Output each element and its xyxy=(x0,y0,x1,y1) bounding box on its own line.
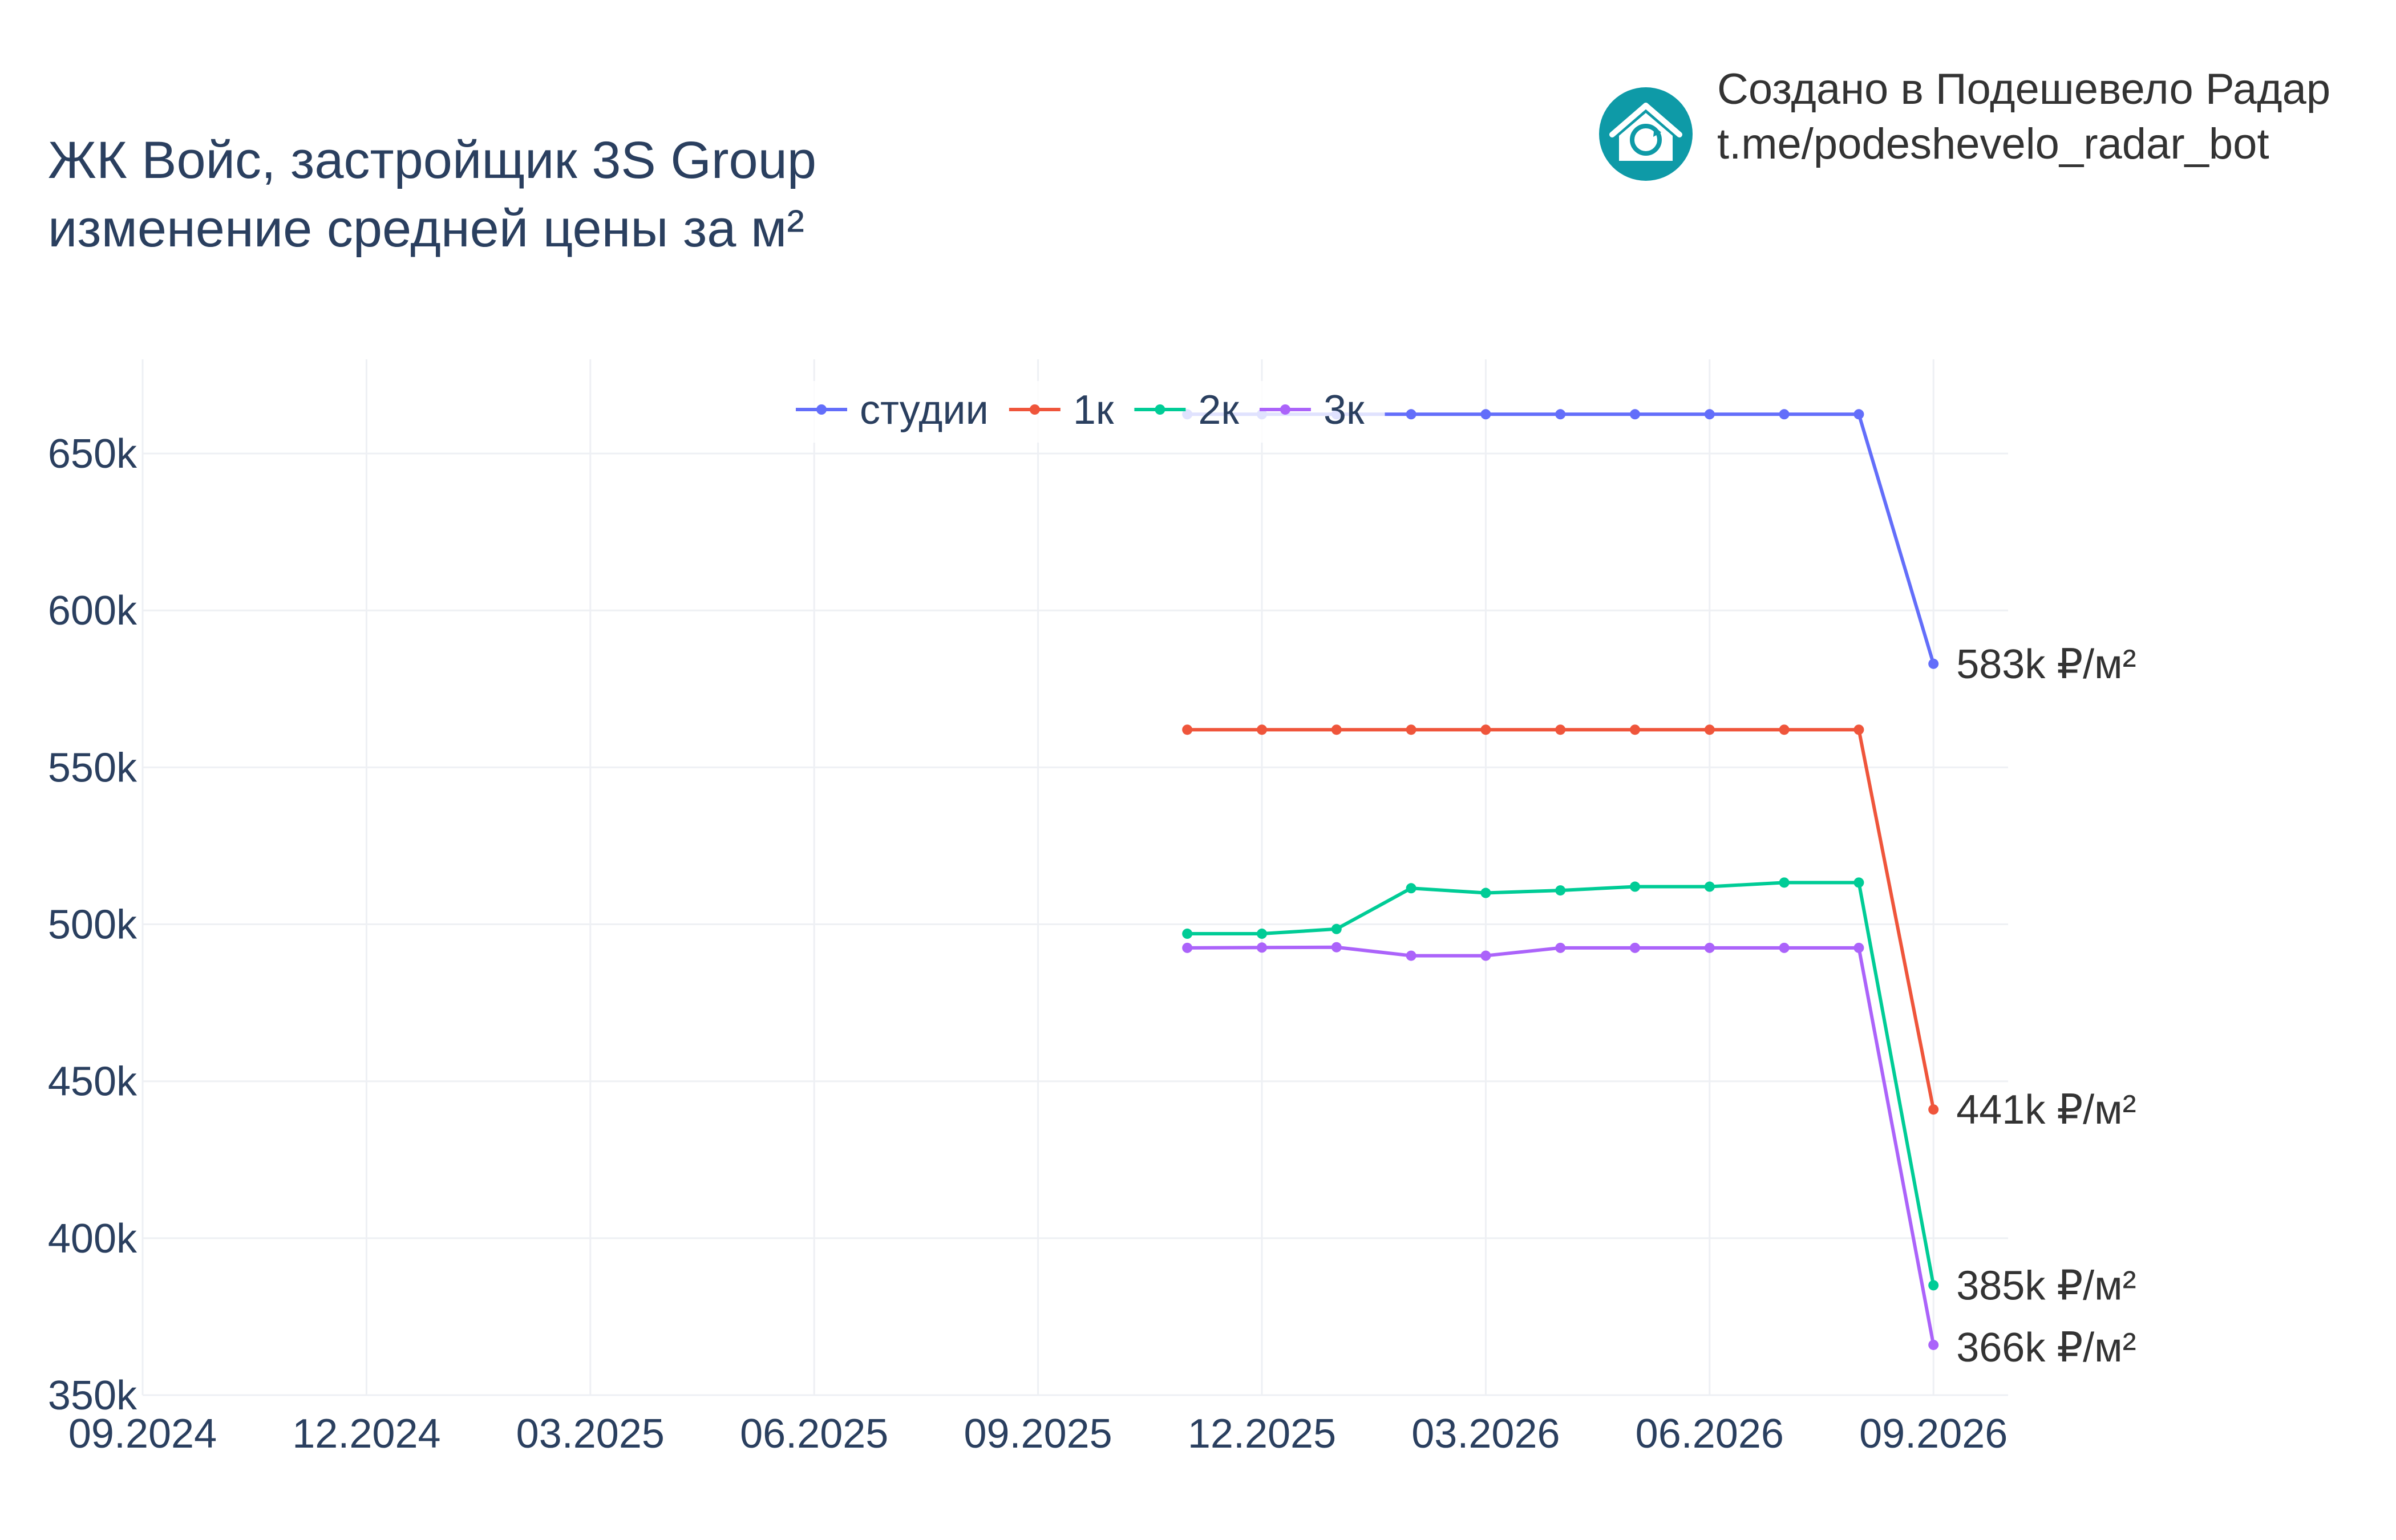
y-tick-label: 500k xyxy=(48,902,137,948)
data-point xyxy=(1555,724,1566,735)
x-tick-label: 06.2026 xyxy=(1636,1411,1784,1457)
x-tick-label: 12.2025 xyxy=(1188,1411,1336,1457)
legend-label: 2к xyxy=(1198,387,1239,433)
x-tick-label: 06.2025 xyxy=(740,1411,888,1457)
legend-marker xyxy=(816,404,827,415)
y-tick-label: 400k xyxy=(48,1216,137,1262)
data-point xyxy=(1704,881,1715,892)
data-point xyxy=(1257,724,1267,735)
data-point xyxy=(1480,887,1491,898)
x-tick-label: 03.2026 xyxy=(1411,1411,1560,1457)
x-tick-label: 12.2024 xyxy=(292,1411,440,1457)
brand-link[interactable]: t.me/podeshevelo_radar_bot xyxy=(1717,120,2269,168)
data-point xyxy=(1928,1339,1939,1350)
series-2 xyxy=(1182,877,1939,1291)
x-tick-label: 09.2026 xyxy=(1859,1411,2008,1457)
brand-block[interactable]: Создано в Подешевело Радар t.me/podeshev… xyxy=(1599,65,2330,181)
x-tick-label: 03.2025 xyxy=(516,1411,665,1457)
data-point xyxy=(1853,877,1864,888)
end-value-label: 583k ₽/м² xyxy=(1956,642,2136,687)
series-0 xyxy=(1182,409,1939,669)
data-point xyxy=(1630,724,1640,735)
data-point xyxy=(1480,950,1491,961)
series-1 xyxy=(1182,724,1939,1115)
chart-title-line2: изменение средней цены за м² xyxy=(48,200,804,258)
legend-label: студии xyxy=(860,387,989,433)
data-point xyxy=(1853,724,1864,735)
data-point xyxy=(1182,929,1193,939)
series-line xyxy=(1187,728,1936,1110)
x-axis-ticks: 09.2024 12.2024 03.2025 06.2025 09.2025 12.20… xyxy=(68,1411,2008,1457)
data-point xyxy=(1704,942,1715,953)
data-point xyxy=(1630,881,1640,892)
data-point xyxy=(1928,1104,1939,1115)
data-point xyxy=(1853,942,1864,953)
legend-item-3[interactable]: 3к xyxy=(1259,387,1365,433)
chart-title-line1: ЖК Войс, застройщик 3S Group xyxy=(48,131,816,189)
data-point xyxy=(1853,409,1864,420)
y-tick-label: 450k xyxy=(48,1059,137,1105)
legend-marker xyxy=(1155,404,1165,415)
data-point xyxy=(1555,942,1566,953)
data-point xyxy=(1704,409,1715,420)
data-point xyxy=(1779,724,1790,735)
legend-label: 3к xyxy=(1324,387,1365,433)
data-point xyxy=(1555,409,1566,420)
data-point xyxy=(1630,942,1640,953)
data-point xyxy=(1555,885,1566,896)
data-point xyxy=(1406,409,1416,420)
series-line xyxy=(1187,945,1936,1346)
data-point xyxy=(1928,1280,1939,1291)
data-point xyxy=(1480,409,1491,420)
data-point xyxy=(1331,942,1342,953)
legend-item-1[interactable]: 1к xyxy=(1009,387,1114,433)
data-point xyxy=(1406,950,1416,961)
house-refresh-icon xyxy=(1599,87,1693,181)
data-point xyxy=(1406,724,1416,735)
end-value-label: 441k ₽/м² xyxy=(1956,1087,2136,1133)
data-point xyxy=(1331,923,1342,934)
y-tick-label: 550k xyxy=(48,745,137,791)
data-point xyxy=(1480,724,1491,735)
data-point xyxy=(1257,929,1267,939)
data-point xyxy=(1406,883,1416,894)
legend-item-0[interactable]: студии xyxy=(796,387,989,433)
end-labels: 583k ₽/м² 441k ₽/м² 385k ₽/м² 366k ₽/м² xyxy=(1956,642,2136,1371)
data-point xyxy=(1779,409,1790,420)
y-tick-label: 650k xyxy=(48,431,137,477)
legend-item-2[interactable]: 2к xyxy=(1134,387,1239,433)
series-lines xyxy=(1182,409,1939,1350)
data-point xyxy=(1182,724,1193,735)
data-point xyxy=(1331,724,1342,735)
data-point xyxy=(1928,658,1939,669)
series-3 xyxy=(1182,942,1939,1350)
grid xyxy=(141,359,2008,1396)
x-tick-label: 09.2025 xyxy=(964,1411,1112,1457)
end-value-label: 366k ₽/м² xyxy=(1956,1325,2136,1371)
y-tick-label: 600k xyxy=(48,588,137,634)
data-point xyxy=(1704,724,1715,735)
brand-name: Создано в Подешевело Радар xyxy=(1717,65,2330,114)
legend[interactable]: студии 1к 2к 3к xyxy=(784,381,1385,443)
y-tick-label: 350k xyxy=(48,1373,137,1419)
end-value-label: 385k ₽/м² xyxy=(1956,1263,2136,1308)
legend-label: 1к xyxy=(1073,387,1114,433)
data-point xyxy=(1779,877,1790,888)
series-line xyxy=(1187,412,1936,664)
legend-marker xyxy=(1280,404,1290,415)
data-point xyxy=(1182,942,1193,953)
data-point xyxy=(1779,942,1790,953)
y-axis-ticks: 350k 400k 450k 500k 550k 600k 650k xyxy=(48,431,137,1419)
data-point xyxy=(1257,942,1267,953)
legend-marker xyxy=(1029,404,1040,415)
x-tick-label: 09.2024 xyxy=(68,1411,217,1457)
data-point xyxy=(1630,409,1640,420)
